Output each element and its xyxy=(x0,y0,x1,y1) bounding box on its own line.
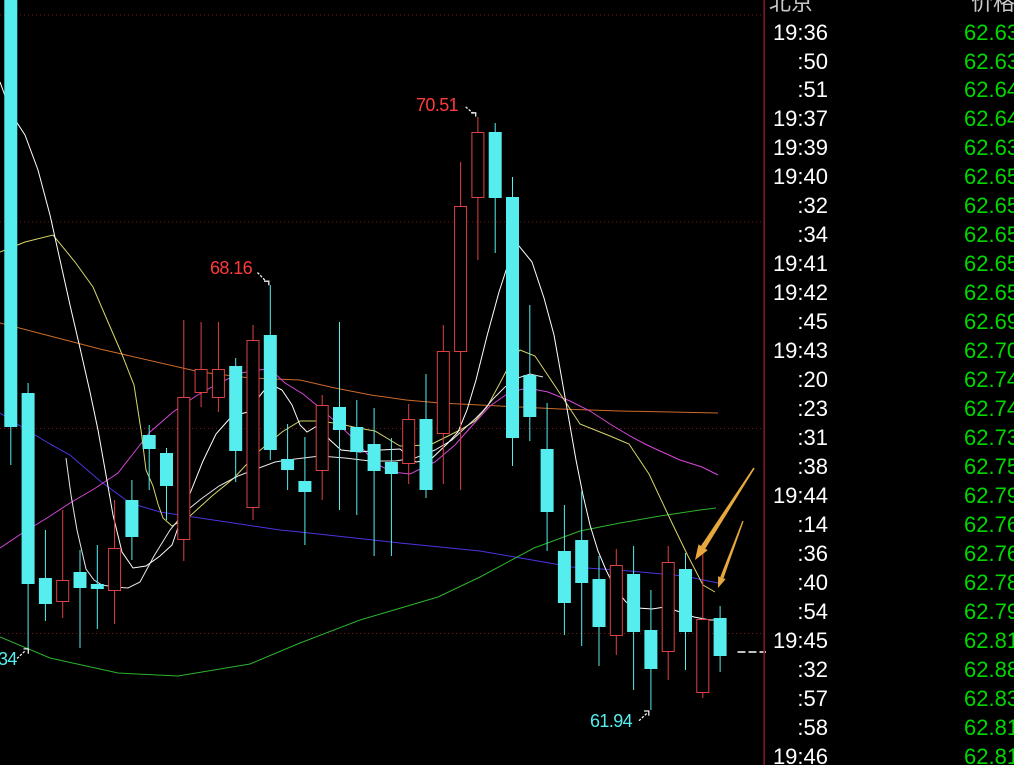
svg-text:68.16: 68.16 xyxy=(210,258,253,278)
svg-text:70.51: 70.51 xyxy=(416,95,459,115)
svg-text:61.94: 61.94 xyxy=(590,711,633,731)
svg-text:34: 34 xyxy=(0,649,17,669)
